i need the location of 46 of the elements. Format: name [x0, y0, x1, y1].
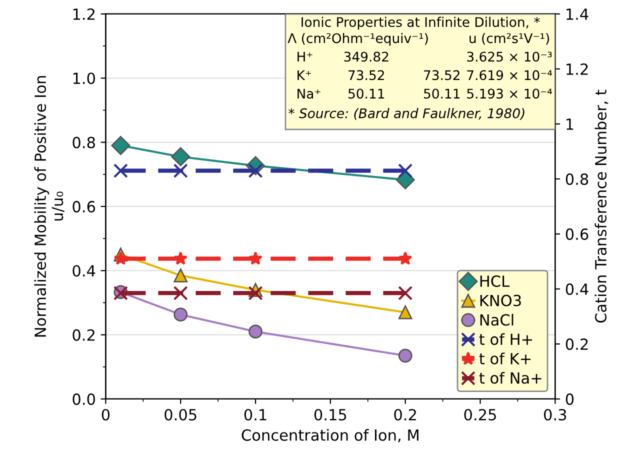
- annotation: 73.52: [348, 70, 384, 80]
- annotation: Ionic Properties at Infinite Dilution, *: [302, 16, 540, 30]
- y-tick-label: 1.0: [73, 72, 95, 84]
- y2-axis-title: Cation Transference Number, t: [594, 90, 608, 323]
- annotation: H⁺: [298, 52, 312, 62]
- annotation: u (cm²s¹V⁻¹): [470, 32, 550, 45]
- legend-label: t of H+: [479, 333, 532, 346]
- legend-label: t of Na+: [479, 372, 542, 384]
- annotation: Λ (cm²Ohm⁻¹equiv⁻¹): [288, 32, 428, 46]
- y-tick-label: 1.2: [73, 8, 94, 20]
- legend-label: NaCl: [480, 314, 514, 326]
- annotation: 349.82: [344, 52, 388, 62]
- annotation: 3.625 × 10⁻³: [467, 52, 552, 62]
- x-tick-label: 0.3: [544, 408, 566, 421]
- y2-tick-label: 0.6: [566, 228, 588, 240]
- y-axis-title: Normalized Mobility of Positive Ion u/u₀: [34, 76, 64, 337]
- y-tick-label: 0.6: [72, 200, 96, 212]
- annotation: 7.619 × 10⁻⁴: [467, 70, 552, 80]
- y2-tick-label: 0.2: [566, 338, 588, 350]
- annotation: 50.11: [424, 88, 460, 99]
- legend-label: t of K+: [479, 352, 531, 364]
- annotation: 50.11: [348, 88, 384, 99]
- y2-tick-label: 0: [566, 393, 574, 405]
- annotation: 73.52: [424, 70, 460, 80]
- y2-tick-label: 1: [566, 118, 574, 130]
- x-tick-label: 0: [102, 408, 110, 421]
- annotation: K⁺: [298, 70, 312, 80]
- y2-tick-label: 0.8: [566, 173, 588, 185]
- y2-tick-label: 0.4: [566, 283, 588, 295]
- y-tick-label: 0.2: [72, 329, 94, 341]
- y-tick-label: 0.4: [72, 265, 96, 277]
- annotation: * Source: (Bard and Faulkner, 1980): [288, 108, 524, 120]
- x-tick-label: 0.15: [314, 408, 346, 421]
- legend-label: HCL: [480, 275, 510, 287]
- y2-tick-label: 1.4: [566, 8, 588, 20]
- y-tick-label: 0.0: [72, 393, 95, 405]
- annotation: Na⁺: [298, 88, 320, 99]
- x-tick-label: 0.05: [164, 408, 196, 421]
- x-axis-title: Concentration of Ion, M: [242, 429, 418, 442]
- legend-label: KNO3: [480, 294, 521, 306]
- x-tick-label: 0.25: [464, 408, 496, 421]
- x-tick-label: 0.1: [244, 408, 266, 421]
- y-tick-label: 0.8: [72, 136, 95, 148]
- y2-tick-label: 1.2: [566, 63, 588, 75]
- x-tick-label: 0.2: [394, 408, 416, 421]
- annotation: 5.193 × 10⁻⁴: [467, 88, 552, 99]
